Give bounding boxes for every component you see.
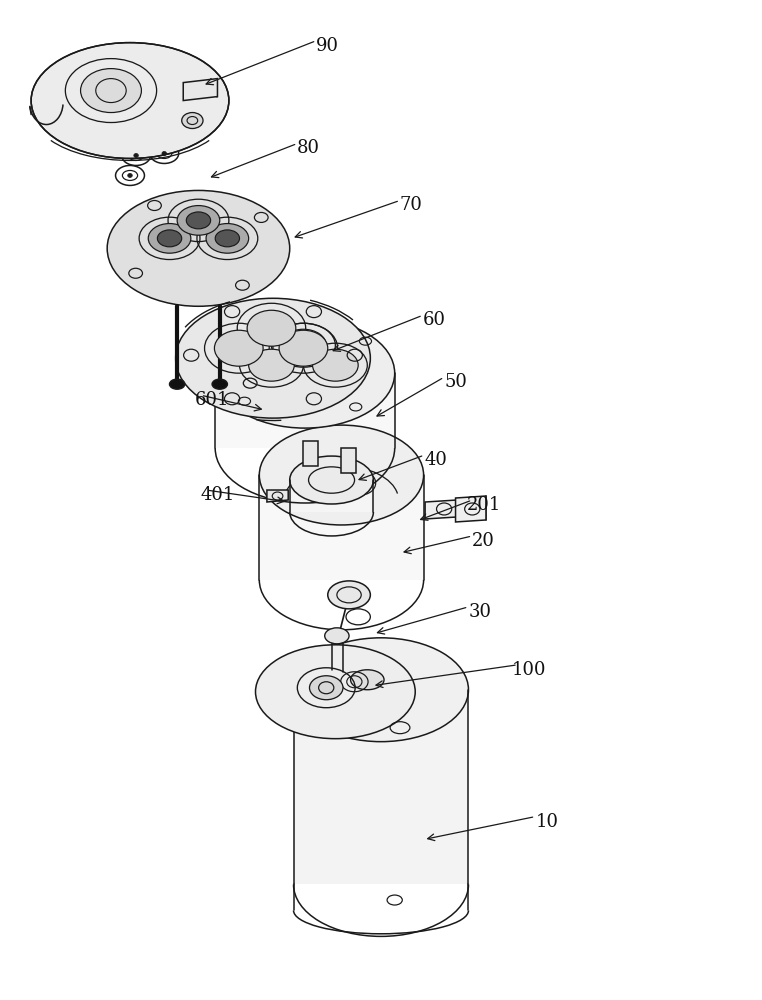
Ellipse shape (186, 212, 210, 229)
Ellipse shape (177, 206, 219, 235)
Ellipse shape (149, 224, 190, 253)
Text: 40: 40 (424, 451, 447, 469)
Polygon shape (341, 448, 356, 473)
Ellipse shape (175, 298, 370, 418)
Ellipse shape (128, 173, 133, 177)
Ellipse shape (215, 318, 395, 428)
Text: 100: 100 (512, 661, 546, 679)
Ellipse shape (293, 638, 469, 742)
Ellipse shape (214, 330, 263, 366)
Polygon shape (215, 373, 395, 448)
Ellipse shape (312, 349, 358, 381)
Polygon shape (293, 690, 469, 884)
Text: 30: 30 (469, 603, 491, 621)
Ellipse shape (280, 329, 326, 361)
Polygon shape (290, 480, 373, 512)
Ellipse shape (181, 113, 203, 129)
Text: 50: 50 (444, 373, 467, 391)
Ellipse shape (351, 670, 384, 690)
Ellipse shape (247, 310, 296, 346)
Ellipse shape (162, 151, 167, 155)
Polygon shape (259, 475, 424, 580)
Ellipse shape (309, 676, 343, 700)
Text: 20: 20 (472, 532, 495, 550)
Ellipse shape (170, 379, 184, 389)
Ellipse shape (206, 224, 248, 253)
Polygon shape (267, 490, 288, 502)
Ellipse shape (279, 330, 328, 366)
Polygon shape (456, 496, 486, 522)
Text: 10: 10 (536, 813, 559, 831)
Ellipse shape (259, 425, 424, 525)
Ellipse shape (215, 230, 239, 247)
Ellipse shape (134, 153, 139, 157)
Polygon shape (425, 500, 457, 519)
Text: 80: 80 (297, 139, 320, 157)
Ellipse shape (31, 43, 229, 158)
Ellipse shape (212, 379, 227, 389)
Ellipse shape (107, 190, 290, 306)
Polygon shape (303, 441, 318, 466)
Text: 201: 201 (466, 496, 501, 514)
Text: 70: 70 (400, 196, 423, 214)
Text: 401: 401 (200, 486, 235, 504)
Ellipse shape (158, 230, 181, 247)
Ellipse shape (325, 628, 349, 644)
Ellipse shape (255, 645, 415, 739)
Ellipse shape (290, 456, 373, 504)
Ellipse shape (81, 69, 142, 113)
Polygon shape (183, 79, 217, 101)
Text: 601: 601 (195, 391, 229, 409)
Ellipse shape (248, 349, 294, 381)
Text: 90: 90 (316, 37, 339, 55)
Ellipse shape (328, 581, 370, 609)
Text: 60: 60 (423, 311, 446, 329)
